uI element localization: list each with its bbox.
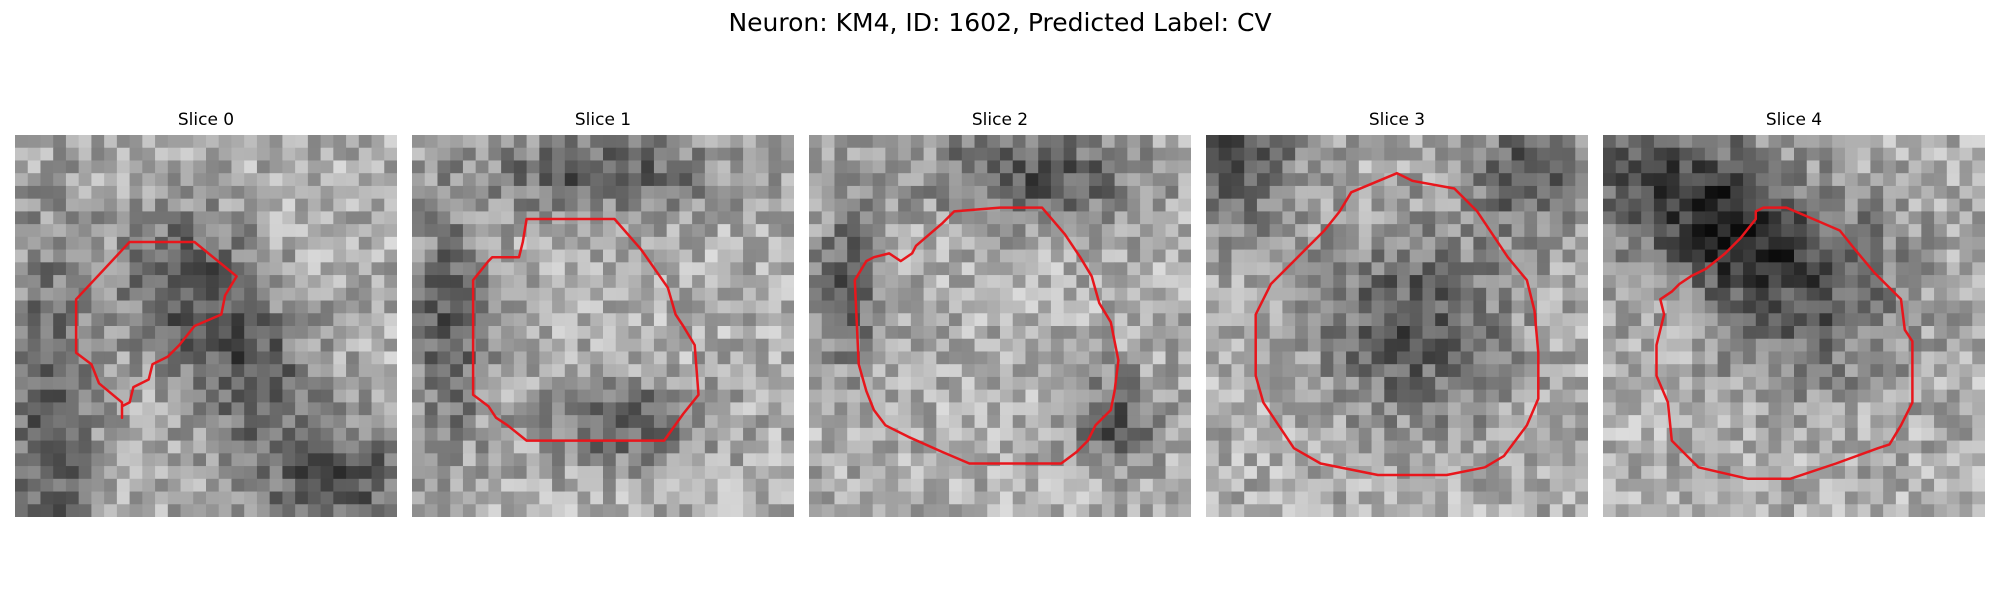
slice-title: Slice 4	[1765, 110, 1823, 130]
segmentation-contour	[74, 240, 238, 419]
slice-image	[412, 135, 794, 517]
segmentation-contour	[1655, 206, 1914, 481]
slice-panel-3: Slice 3	[1206, 108, 1588, 517]
figure-title: Neuron: KM4, ID: 1602, Predicted Label: …	[728, 8, 1272, 37]
slice-title: Slice 0	[177, 110, 235, 130]
slice-image	[1603, 135, 1985, 517]
slice-image	[15, 135, 397, 517]
slice-panel-4: Slice 4	[1603, 108, 1985, 517]
slice-title: Slice 3	[1368, 110, 1426, 130]
slice-panel-2: Slice 2	[809, 108, 1191, 517]
segmentation-contour	[1254, 171, 1540, 477]
segmentation-contour	[471, 217, 700, 442]
slice-panel-0: Slice 0	[15, 108, 397, 517]
slice-image	[809, 135, 1191, 517]
slice-image	[1206, 135, 1588, 517]
slice-canvas	[1603, 135, 1985, 517]
slice-canvas	[1206, 135, 1588, 517]
segmentation-contour	[853, 206, 1120, 465]
slice-canvas	[412, 135, 794, 517]
slice-panel-1: Slice 1	[412, 108, 794, 517]
slice-title: Slice 1	[574, 110, 632, 130]
slice-canvas	[15, 135, 397, 517]
slice-canvas	[809, 135, 1191, 517]
slice-title: Slice 2	[971, 110, 1029, 130]
